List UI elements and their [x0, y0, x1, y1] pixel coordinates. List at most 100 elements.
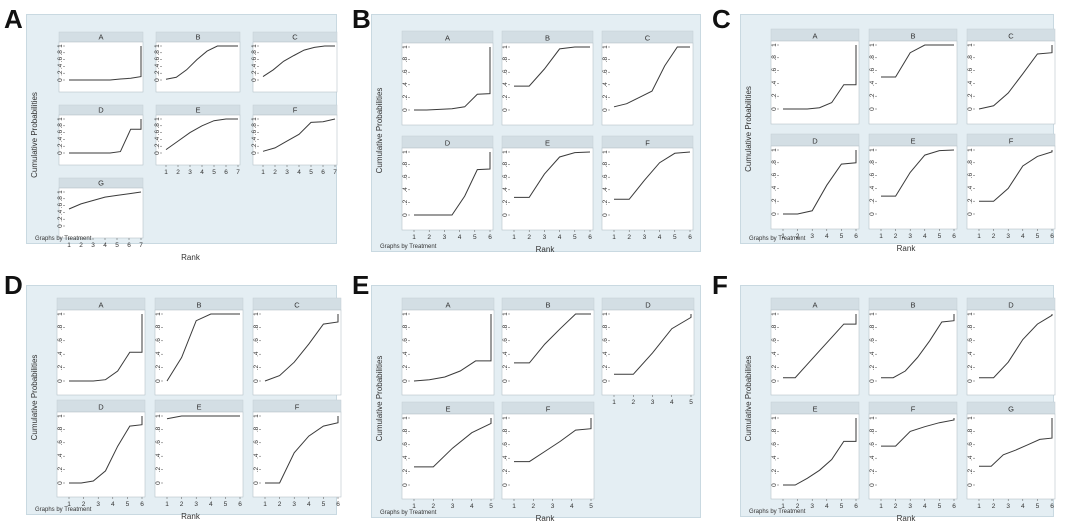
y-tick-label: 0	[771, 212, 778, 216]
cumulative-line	[613, 46, 690, 108]
x-axis-label: Rank	[536, 245, 556, 254]
subplot-title: E	[445, 405, 450, 414]
y-tick-label: .6	[771, 442, 778, 448]
x-tick-label: 5	[1036, 233, 1040, 240]
plot-area	[770, 40, 860, 125]
subplot-c-a: A 0 .2 .4 .6 .8 1	[770, 28, 860, 125]
subplot-title: A	[445, 34, 450, 43]
y-axis-label: Cumulative Probabilities	[375, 88, 384, 174]
cumulative-line	[881, 44, 954, 78]
x-tick-label: 6	[127, 242, 131, 249]
subplot-c-b: B 0 .2 .4 .6 .8 1	[868, 28, 958, 125]
x-tick-label: 2	[273, 169, 277, 176]
subplot-e-d: D 0 .2 .4 .6 .8 1 1 2 3 4 5	[601, 297, 695, 406]
x-tick-label: 3	[1006, 503, 1010, 510]
subplot-title: E	[545, 139, 550, 148]
cumulative-line	[264, 314, 339, 382]
y-tick-label: .4	[602, 187, 609, 193]
y-tick-label: .2	[869, 469, 876, 475]
y-tick-label: .8	[967, 55, 974, 61]
cumulative-line	[69, 314, 143, 382]
y-tick-label: 1	[154, 44, 161, 48]
y-tick-label: .6	[57, 440, 64, 446]
y-tick-label: .8	[771, 160, 778, 166]
y-tick-label: .2	[402, 469, 409, 475]
x-tick-label: 2	[992, 503, 996, 510]
subplot-title: C	[1008, 32, 1014, 41]
x-tick-label: 5	[589, 503, 593, 510]
x-tick-label: 1	[781, 503, 785, 510]
y-tick-label: .2	[502, 94, 509, 100]
subplot-d-e: E 0 .2 .4 .6 .8 1 1 2 3 4 5 6	[154, 399, 244, 508]
subplot-c-f: F 0 .2 .4 .6 .8 1 1 2 3 4 5 6	[966, 133, 1056, 240]
y-tick-label: .6	[502, 174, 509, 180]
y-tick-label: .2	[967, 365, 974, 371]
x-tick-label: 5	[840, 233, 844, 240]
subplot-title: C	[292, 33, 298, 42]
y-tick-label: .2	[57, 70, 64, 76]
subplot-b-e: E 0 .2 .4 .6 .8 1 1 2 3 4 5 6	[501, 135, 594, 241]
x-tick-label: 5	[938, 503, 942, 510]
y-tick-label: 0	[869, 212, 876, 216]
subplot-f-e: E 0 .2 .4 .6 .8 1 1 2 3 4 5 6	[770, 401, 860, 510]
x-tick-label: 2	[627, 234, 631, 241]
plot-area	[401, 147, 494, 231]
y-tick-label: .8	[771, 428, 778, 434]
subplot-title: E	[910, 137, 915, 146]
cumulative-line	[69, 119, 142, 154]
y-tick-label: 1	[967, 43, 974, 47]
cumulative-line	[68, 191, 142, 210]
y-tick-label: 0	[402, 483, 409, 487]
plot-area	[966, 309, 1056, 396]
y-tick-label: .8	[154, 123, 161, 129]
y-tick-label: .4	[402, 187, 409, 193]
subplot-title: B	[545, 301, 550, 310]
y-tick-label: .4	[502, 351, 509, 357]
x-tick-label: 2	[278, 501, 282, 508]
y-axis-label: Cumulative Probabilities	[744, 356, 753, 442]
subplot-a-g: G 0 .2.4.6.8 1 1 2 3 4 5 6 7	[57, 177, 144, 249]
y-tick-label: .4	[602, 82, 609, 88]
y-tick-label: .4	[502, 82, 509, 88]
subplot-title: D	[645, 301, 651, 310]
y-tick-label: .8	[502, 57, 509, 63]
plot-area	[58, 41, 144, 93]
y-tick-label: 1	[602, 150, 609, 154]
cumulative-line	[262, 118, 336, 152]
x-tick-label: 6	[952, 503, 956, 510]
panel-label-d: D	[4, 270, 23, 300]
subplot-b-f: F 0 .2 .4 .6 .8 1 1 2 3 4 5 6	[601, 135, 694, 241]
cumulative-line	[881, 314, 955, 379]
y-tick-label: 0	[502, 213, 509, 217]
x-tick-label: 1	[879, 233, 883, 240]
subplot-title: D	[98, 403, 104, 412]
plot-area	[154, 411, 244, 498]
y-tick-label: 0	[402, 213, 409, 217]
cumulative-line	[514, 46, 590, 87]
panel-label-a: A	[4, 4, 23, 34]
x-tick-label: 7	[236, 169, 240, 176]
y-tick-label: .6	[967, 442, 974, 448]
plot-area	[770, 413, 860, 500]
x-tick-label: 2	[992, 233, 996, 240]
y-tick-label: .2	[771, 93, 778, 99]
y-tick-label: 1	[869, 416, 876, 420]
y-tick-label: .2	[251, 70, 258, 76]
subplot-a-a: A 0 .2.4.6.8 1	[57, 31, 144, 93]
plot-area	[601, 147, 694, 231]
subplot-title: F	[1009, 137, 1014, 146]
x-tick-label: 4	[1021, 233, 1025, 240]
subplot-title: A	[98, 301, 103, 310]
x-tick-label: 6	[588, 234, 592, 241]
y-tick-label: 1	[502, 150, 509, 154]
y-tick-label: .6	[502, 69, 509, 75]
y-axis-label: Cumulative Probabilities	[30, 355, 39, 441]
x-tick-label: 1	[263, 501, 267, 508]
cumulative-line	[783, 418, 857, 486]
subplot-title: D	[98, 106, 104, 115]
y-tick-label: 1	[155, 414, 162, 418]
plot-area	[770, 309, 860, 396]
y-tick-label: .8	[57, 324, 64, 330]
subplot-title: B	[545, 34, 550, 43]
x-tick-label: 6	[1050, 503, 1054, 510]
